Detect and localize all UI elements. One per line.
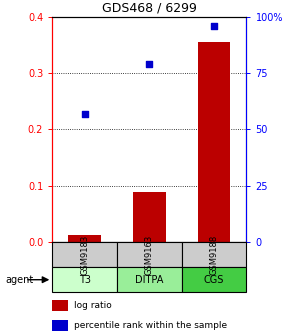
Text: DITPA: DITPA [135, 275, 164, 285]
Bar [117, 242, 182, 267]
Bar [52, 242, 117, 267]
Bar [198, 42, 230, 242]
Text: agent: agent [6, 275, 34, 285]
Bar [68, 235, 101, 242]
Text: GSM9188: GSM9188 [210, 235, 219, 275]
Bar [133, 193, 166, 242]
Bar [52, 267, 117, 292]
Point [82, 111, 87, 116]
Text: T3: T3 [79, 275, 90, 285]
Text: GSM9183: GSM9183 [80, 235, 89, 275]
Text: CGS: CGS [204, 275, 224, 285]
Text: percentile rank within the sample: percentile rank within the sample [74, 321, 227, 330]
Title: GDS468 / 6299: GDS468 / 6299 [102, 1, 197, 14]
Point [147, 61, 152, 67]
Point [212, 23, 216, 29]
Bar [52, 300, 68, 311]
Bar [117, 267, 182, 292]
Bar [182, 242, 246, 267]
Text: log ratio: log ratio [74, 301, 111, 310]
Text: GSM9163: GSM9163 [145, 235, 154, 275]
Bar [182, 267, 246, 292]
Bar [52, 320, 68, 331]
